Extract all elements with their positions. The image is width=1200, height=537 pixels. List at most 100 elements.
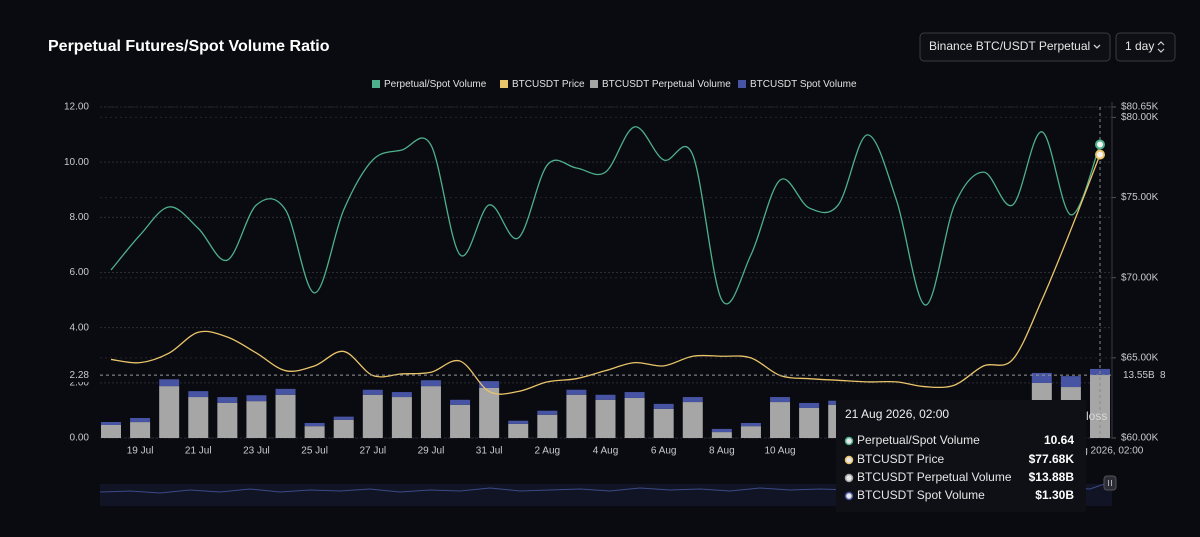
bar xyxy=(537,414,558,438)
bar xyxy=(624,392,645,398)
tooltip-icon xyxy=(844,455,854,465)
legend-label: BTCUSDT Perpetual Volume xyxy=(602,79,731,90)
crosshair-volume-extra: 8 xyxy=(1160,370,1166,381)
x-tick-label: 10 Aug xyxy=(764,446,795,457)
dropdown-text[interactable]: 1 day xyxy=(1125,39,1154,53)
bar xyxy=(304,422,325,427)
y2-tick-label: $70.00K xyxy=(1121,272,1159,283)
legend-label: Perpetual/Spot Volume xyxy=(384,79,487,90)
x-tick-label: 27 Jul xyxy=(359,446,386,457)
bar xyxy=(1060,376,1081,388)
y-tick-label: 8.00 xyxy=(70,212,90,223)
y-tick-label: 4.00 xyxy=(70,322,90,333)
x-tick-label: 2 Aug xyxy=(535,446,561,457)
navigator-handle[interactable] xyxy=(1103,475,1117,491)
bar xyxy=(362,389,383,395)
exchange-dropdown[interactable]: Binance BTC/USDT Perpetual xyxy=(919,32,1111,62)
x-tick-label: 4 Aug xyxy=(593,446,619,457)
y2-tick-label: $65.00K xyxy=(1121,352,1159,363)
tooltip-name: BTCUSDT Spot Volume xyxy=(857,488,985,502)
bar xyxy=(188,391,209,398)
bar xyxy=(362,394,383,438)
interval-dropdown[interactable]: 1 day xyxy=(1115,32,1176,62)
y-tick-label: 2.00 xyxy=(70,377,90,388)
tooltip-title: 21 Aug 2026, 02:00 xyxy=(845,407,949,421)
bar xyxy=(333,416,354,420)
tooltip-value: 10.64 xyxy=(1044,433,1074,447)
bar xyxy=(624,397,645,438)
bar xyxy=(159,379,180,387)
overlay-text: loss xyxy=(1086,409,1107,423)
tooltip-value: $1.30B xyxy=(1035,488,1074,502)
bar xyxy=(420,380,441,387)
bar xyxy=(1031,372,1052,383)
bar xyxy=(479,381,500,388)
legend-swatch xyxy=(500,80,508,88)
bar xyxy=(450,404,471,438)
x-tick-label: 21 Jul xyxy=(185,446,212,457)
bar xyxy=(508,420,529,424)
tooltip-name: BTCUSDT Perpetual Volume xyxy=(857,470,1012,484)
bar xyxy=(246,395,267,402)
bar xyxy=(333,419,354,438)
bar xyxy=(420,386,441,438)
bar xyxy=(770,402,791,438)
y2-tick-label: $75.00K xyxy=(1121,192,1159,203)
x-tick-label: 31 Jul xyxy=(476,446,503,457)
tooltip: 21 Aug 2026, 02:00 Perpetual/Spot Volume… xyxy=(836,400,1086,512)
chevron xyxy=(1093,44,1101,49)
tooltip-box xyxy=(836,400,1086,512)
bar xyxy=(799,402,820,408)
crosshair-y-box xyxy=(64,368,94,383)
bar xyxy=(566,394,587,438)
handle-grip xyxy=(1108,480,1112,486)
tooltip-value: $13.88B xyxy=(1029,470,1075,484)
crosshair-volume-label: 13.55B xyxy=(1123,370,1155,381)
bar xyxy=(682,397,703,403)
bar xyxy=(101,421,121,425)
bar xyxy=(711,432,732,438)
y-tick-label: 10.00 xyxy=(64,157,89,168)
bar xyxy=(595,399,616,438)
legend-swatch xyxy=(372,80,380,88)
tooltip-value: $77.68K xyxy=(1029,452,1075,466)
tooltip-name: BTCUSDT Price xyxy=(857,452,944,466)
bar xyxy=(275,388,296,395)
x-tick-label: 29 Jul xyxy=(418,446,445,457)
dropdown-box[interactable] xyxy=(919,32,1111,62)
end-marker xyxy=(1095,139,1105,150)
page-title: Perpetual Futures/Spot Volume Ratio xyxy=(48,38,330,55)
bar xyxy=(101,424,121,438)
bar xyxy=(770,397,791,403)
legend-label: BTCUSDT Spot Volume xyxy=(750,79,857,90)
tooltip-icon xyxy=(844,473,854,483)
x-tick-label: 25 Jul xyxy=(301,446,328,457)
legend-swatch xyxy=(590,80,598,88)
dropdown-box[interactable] xyxy=(1115,32,1176,62)
legend-label: BTCUSDT Price xyxy=(512,79,585,90)
bar xyxy=(275,394,296,438)
tooltip-icon xyxy=(844,491,854,501)
crosshair-y-label: 2.28 xyxy=(70,370,90,381)
y2-tick-label: $80.00K xyxy=(1121,112,1159,123)
bar xyxy=(304,426,325,438)
bar xyxy=(653,403,674,409)
bar xyxy=(391,397,412,438)
bar xyxy=(682,402,703,438)
line xyxy=(110,126,1101,306)
bar xyxy=(566,389,587,395)
y-tick-label: 12.00 xyxy=(64,102,89,113)
y2-tick-label: $80.65K xyxy=(1121,102,1159,113)
x-tick-label: 23 Jul xyxy=(243,446,270,457)
crosshair-volume-box xyxy=(1116,368,1170,383)
tooltip-name: Perpetual/Spot Volume xyxy=(857,433,980,447)
bar xyxy=(537,410,558,415)
bar xyxy=(130,422,151,438)
legend-swatch xyxy=(738,80,746,88)
y2-tick-label: $60.00K xyxy=(1121,433,1159,444)
bar xyxy=(217,397,238,403)
bar xyxy=(740,426,761,438)
dropdown-text[interactable]: Binance BTC/USDT Perpetual xyxy=(929,39,1090,53)
bar xyxy=(130,417,151,423)
